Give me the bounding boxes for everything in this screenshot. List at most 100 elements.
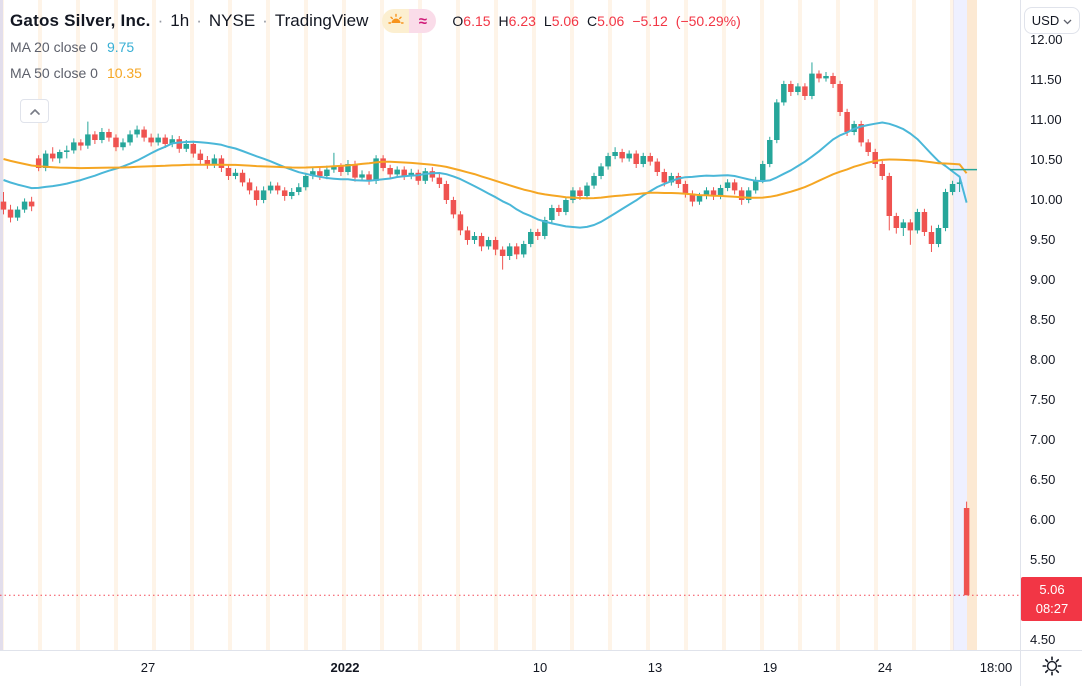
candle-body: [731, 182, 738, 191]
separator-dot: ·: [262, 11, 268, 30]
candle-body: [935, 228, 942, 244]
ohlc-high: H6.23: [498, 13, 536, 29]
price-tick: 11.00: [1030, 112, 1062, 127]
candle-body: [28, 201, 35, 207]
candle-body: [471, 236, 478, 240]
candle-body: [464, 230, 471, 240]
price-tick: 9.00: [1030, 272, 1056, 287]
time-tick: 18:00: [979, 660, 1013, 675]
candle-body: [499, 249, 506, 256]
separator-dot: ·: [157, 11, 164, 30]
gear-icon: [1041, 655, 1063, 682]
candle-body: [668, 176, 675, 183]
candle-body: [506, 246, 513, 256]
candle-body: [0, 201, 7, 210]
candle-body: [640, 156, 646, 164]
separator-dot: ·: [196, 11, 202, 30]
candle-body: [717, 188, 724, 196]
candle-body: [7, 209, 14, 218]
candle-body: [127, 134, 133, 143]
indicator-ma50-row[interactable]: MA 50 close 0 10.35: [10, 60, 741, 86]
price-tick: 9.50: [1030, 232, 1056, 247]
price-tick: 8.50: [1030, 312, 1056, 327]
interval-label[interactable]: 1h: [170, 11, 190, 30]
ohlc-change: −5.12: [632, 13, 668, 29]
candle-body: [281, 190, 288, 196]
candle-body: [71, 142, 77, 151]
candle-body: [352, 164, 358, 178]
candle-body: [56, 152, 63, 159]
candle-body: [844, 112, 850, 132]
price-tick: 12.00: [1030, 32, 1063, 47]
candle-body: [78, 142, 84, 146]
price-axis[interactable]: USD 5.06 08:27 12.00 11.50 11.00 10.50 10.00…: [1020, 0, 1082, 650]
candle-body: [724, 182, 731, 188]
candle-body: [823, 76, 829, 79]
time-tick: 24: [877, 660, 893, 675]
candle-body: [429, 171, 436, 178]
price-tick: 6.00: [1030, 512, 1056, 527]
candle-body: [120, 142, 126, 148]
candle-body: [542, 220, 548, 236]
candle-body: [654, 161, 661, 172]
last-price-badge: 5.06 08:27: [1021, 577, 1082, 622]
candle-body: [387, 168, 393, 175]
candle-body: [879, 164, 885, 176]
candle-body: [556, 208, 562, 212]
candle-body: [485, 240, 492, 247]
time-tick: 10: [532, 660, 548, 675]
chart-pane[interactable]: Gatos Silver, Inc. · 1h · NYSE · Trading…: [0, 0, 1020, 650]
chevron-down-icon: [1063, 13, 1072, 28]
candle-body: [211, 158, 218, 165]
exchange-label[interactable]: NYSE: [208, 11, 256, 30]
candle-body: [682, 184, 689, 194]
candle-body: [49, 153, 56, 159]
candle-body: [837, 84, 843, 112]
axis-settings-corner[interactable]: [1020, 650, 1082, 686]
price-tick: 10.00: [1030, 192, 1063, 207]
premarket-sunrise-icon: [382, 9, 410, 33]
ma20-value: 9.75: [106, 39, 135, 55]
candle-body: [141, 129, 147, 138]
indicator-ma20-row[interactable]: MA 20 close 0 9.75: [10, 34, 741, 60]
price-tick: 4.50: [1030, 632, 1056, 647]
candle-body: [64, 150, 70, 152]
candle-body: [830, 76, 836, 84]
legend: Gatos Silver, Inc. · 1h · NYSE · Trading…: [10, 8, 741, 86]
collapse-indicators-button[interactable]: [20, 99, 49, 123]
candle-body: [513, 246, 520, 255]
currency-selector-button[interactable]: USD: [1024, 7, 1080, 34]
candle-body: [626, 153, 632, 159]
time-tick: 13: [647, 660, 663, 675]
market-status-pill[interactable]: ≈: [382, 9, 437, 33]
candle-body: [928, 232, 935, 244]
candle-body: [795, 86, 801, 92]
candle-body: [401, 169, 407, 176]
ma20-line: [3, 121, 968, 229]
candle-body: [162, 137, 168, 144]
candle-body: [303, 176, 309, 188]
candle-body: [886, 176, 893, 216]
candle-body: [190, 144, 197, 154]
candle-body: [317, 171, 323, 176]
candle-body: [169, 139, 175, 144]
candle-body: [907, 222, 914, 231]
ohlc-close: C5.06: [586, 13, 625, 29]
candlestick-chart[interactable]: [0, 0, 1020, 650]
candle-body: [218, 158, 225, 168]
time-axis[interactable]: 27 2022 10 13 19 24 18:00: [0, 650, 1020, 686]
candle-body: [415, 172, 422, 181]
session-band: [0, 0, 3, 650]
candle-body: [232, 172, 239, 176]
candle-body: [921, 212, 928, 232]
platform-label[interactable]: TradingView: [274, 11, 369, 30]
candle-body: [802, 86, 808, 96]
candle-body: [696, 196, 703, 202]
ma50-line: [3, 158, 968, 200]
session-band: [967, 0, 977, 650]
candle-body: [99, 132, 105, 140]
candle-body: [816, 73, 822, 79]
symbol-title[interactable]: Gatos Silver, Inc.: [10, 11, 151, 30]
candle-body: [570, 190, 576, 200]
